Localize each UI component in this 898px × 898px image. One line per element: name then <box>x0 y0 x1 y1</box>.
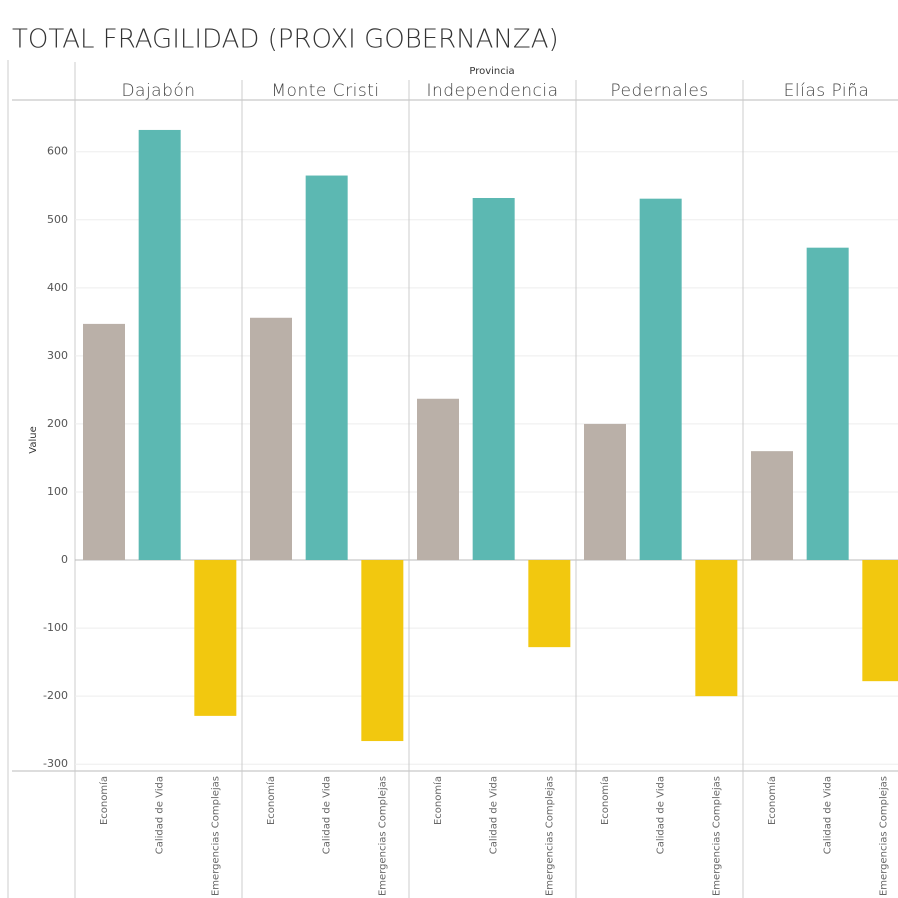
bar <box>584 423 626 561</box>
x-tick-label: Economía <box>432 776 444 825</box>
x-tick-label: Economía <box>98 776 110 825</box>
x-tick-label: Emergencias Complejas <box>210 776 221 896</box>
bar <box>417 398 459 561</box>
bar <box>751 451 793 561</box>
y-tick-label: -100 <box>43 621 68 634</box>
bar <box>250 317 292 561</box>
panel-header: Independencia <box>426 81 558 101</box>
y-tick-label: 200 <box>47 417 68 430</box>
bar <box>528 560 571 648</box>
bar <box>695 560 738 697</box>
x-tick-label: Calidad de Vida <box>155 776 166 854</box>
y-tick-label: 400 <box>47 281 68 294</box>
x-tick-label: Emergencias Complejas <box>711 776 722 896</box>
bar <box>639 198 682 561</box>
y-tick-label: 500 <box>47 213 68 226</box>
x-tick-label: Economía <box>599 776 611 825</box>
x-tick-label: Economía <box>265 776 277 825</box>
y-tick-label: -300 <box>43 757 68 770</box>
bar <box>806 247 849 561</box>
y-tick-label: -200 <box>43 689 68 702</box>
x-tick-label: Economía <box>766 776 778 825</box>
bar <box>361 560 404 742</box>
x-tick-label: Calidad de Vida <box>656 776 667 854</box>
y-tick-label: 0 <box>61 553 68 566</box>
chart-title: TOTAL FRAGILIDAD (PROXI GOBERNANZA) <box>12 25 559 55</box>
bar <box>862 560 898 682</box>
x-tick-label: Emergencias Complejas <box>377 776 388 896</box>
bar <box>305 175 348 561</box>
y-axis-title: Value <box>28 426 39 453</box>
panel-header: Elías Piña <box>784 81 870 101</box>
panel-header: Monte Cristi <box>271 81 379 101</box>
x-tick-label: Emergencias Complejas <box>878 776 889 896</box>
bar <box>194 560 237 716</box>
bar <box>83 323 125 561</box>
x-tick-label: Calidad de Vida <box>322 776 333 854</box>
x-tick-label: Calidad de Vida <box>489 776 500 854</box>
x-tick-label: Calidad de Vida <box>823 776 834 854</box>
panel-header: Pedernales <box>610 81 708 101</box>
y-tick-label: 100 <box>47 485 68 498</box>
bar <box>138 129 181 561</box>
y-tick-label: 300 <box>47 349 68 362</box>
panel-header: Dajabón <box>121 81 195 101</box>
x-axis-title: Provincia <box>469 66 514 77</box>
bar <box>472 197 515 561</box>
y-tick-label: 600 <box>47 145 68 158</box>
x-tick-label: Emergencias Complejas <box>544 776 555 896</box>
